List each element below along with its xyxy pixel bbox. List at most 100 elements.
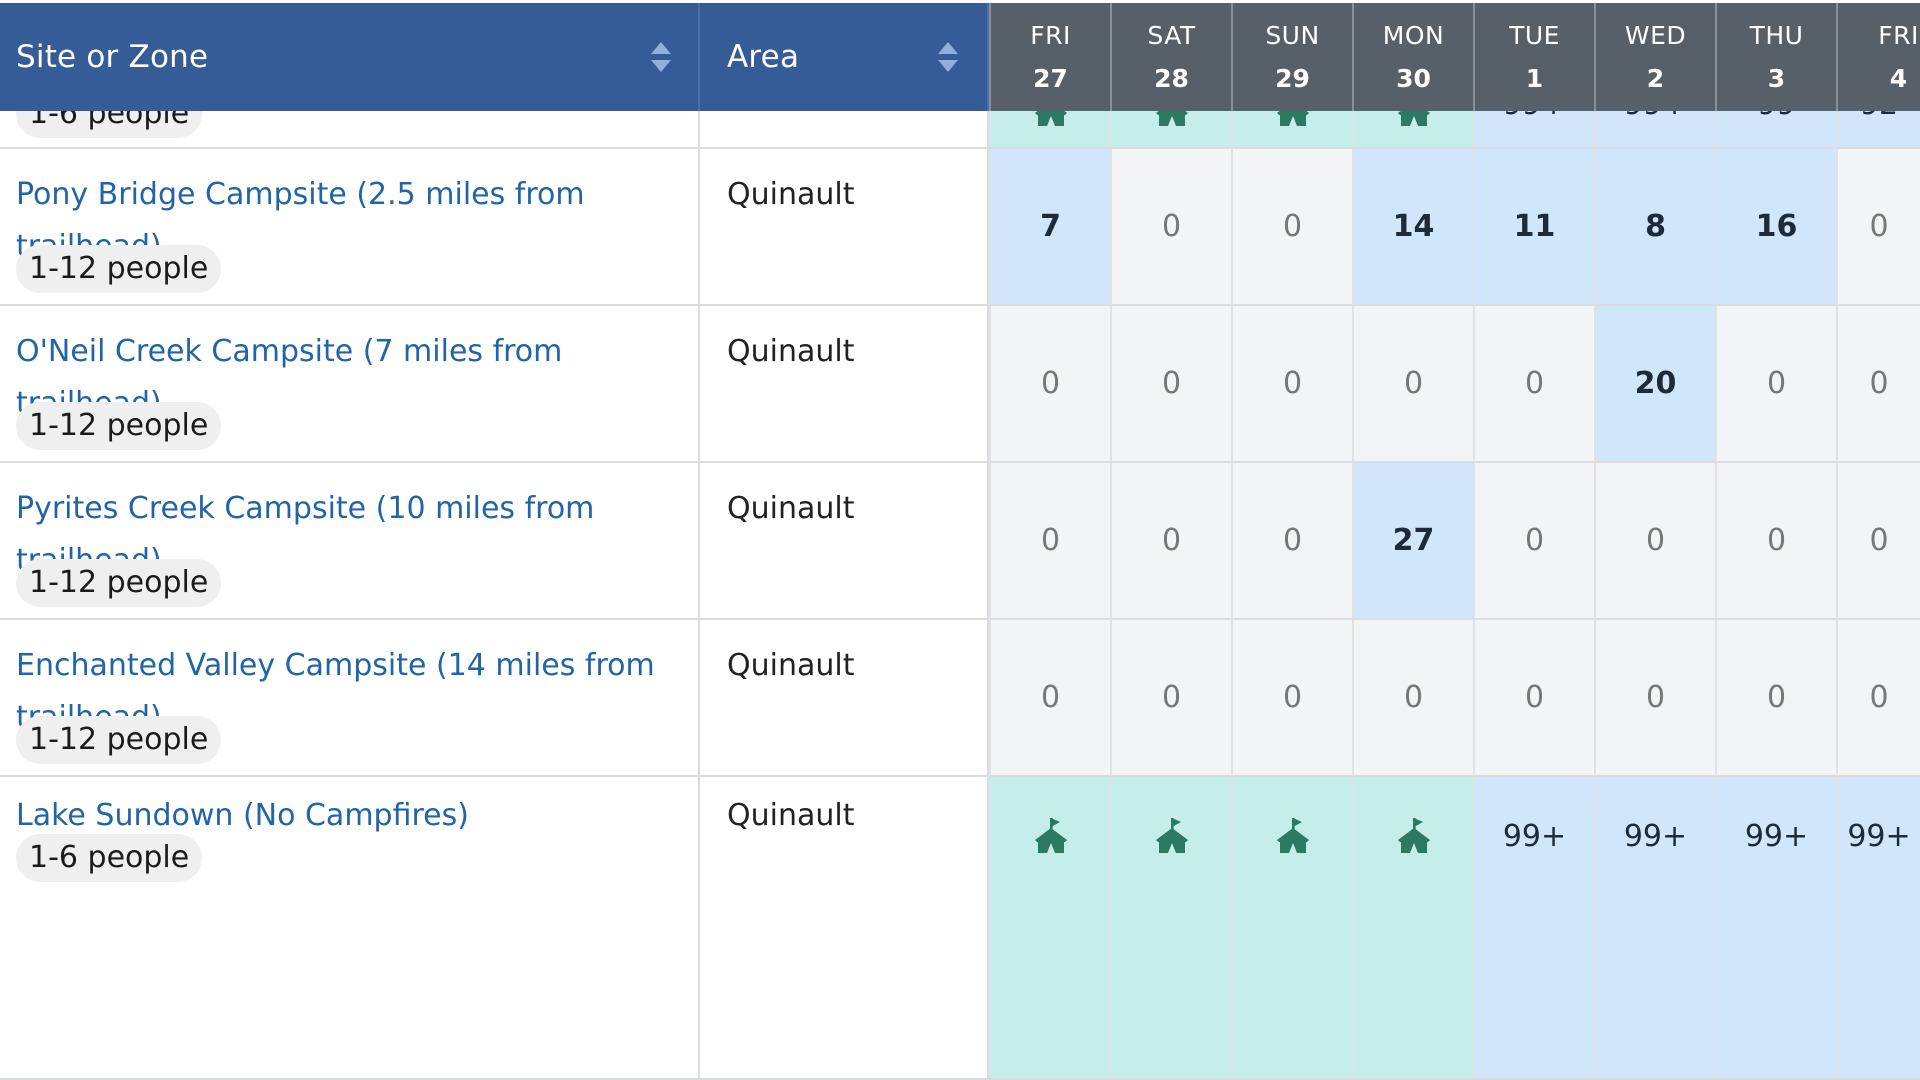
availability-cell[interactable]: 0 [989,463,1110,618]
walk-up-cell[interactable] [1352,777,1473,1078]
availability-count: 99 [1757,111,1795,122]
area-label: Quinault [727,334,855,369]
walk-up-cell[interactable] [1231,111,1352,147]
availability-count: 0 [1645,680,1666,715]
availability-count: 99+ [1623,819,1688,854]
availability-count: 27 [1392,523,1435,558]
tent-icon [1396,111,1432,135]
sort-icon[interactable] [937,40,959,74]
day-date: 3 [1767,64,1786,93]
walk-up-cell[interactable] [989,777,1110,1078]
walk-up-cell[interactable] [1110,777,1231,1078]
availability-count: 0 [1282,209,1303,244]
availability-count: 0 [1282,523,1303,558]
availability-count: 0 [1403,680,1424,715]
table-row: 1-6 people 99+ 99+ 99 92 [0,111,1920,149]
availability-cell[interactable]: 0 [1231,463,1352,618]
availability-count: 92 [1838,111,1920,122]
availability-cell[interactable]: 92 [1836,111,1920,147]
availability-count: 99+ [1847,819,1911,854]
people-badge: 1-12 people [16,402,222,450]
sort-icon[interactable] [650,40,672,74]
availability-count: 14 [1392,209,1435,244]
availability-cell[interactable]: 0 [1715,306,1836,461]
availability-cell[interactable]: 0 [1594,463,1715,618]
walk-up-cell[interactable] [1110,111,1231,147]
availability-count: 0 [1524,680,1545,715]
walk-up-cell[interactable] [1231,777,1352,1078]
availability-cell[interactable]: 0 [989,306,1110,461]
availability-count: 0 [1869,523,1889,558]
availability-count: 99+ [1502,819,1567,854]
availability-cell[interactable]: 0 [1594,620,1715,775]
availability-cell[interactable]: 99+ [1473,777,1594,1078]
site-cell: Pyrites Creek Campsite (10 miles from tr… [0,463,700,618]
availability-cell[interactable]: 0 [1352,306,1473,461]
day-header: FRI 27 [989,3,1110,111]
availability-cell[interactable]: 0 [989,620,1110,775]
availability-count: 20 [1634,366,1677,401]
site-link[interactable]: Lake Sundown (No Campfires) [16,798,469,833]
tent-icon [1275,816,1311,862]
availability-cell[interactable]: 27 [1352,463,1473,618]
availability-count: 0 [1869,366,1889,401]
availability-cell[interactable]: 99+ [1594,777,1715,1078]
availability-cell[interactable]: 0 [1836,463,1920,618]
table-row: O'Neil Creek Campsite (7 miles from trai… [0,306,1920,463]
availability-cell[interactable]: 99 [1715,111,1836,147]
availability-count: 99+ [1503,111,1566,122]
availability-cell[interactable]: 99+ [1715,777,1836,1078]
site-cell: Lake Sundown (No Campfires) 1-6 people [0,777,700,1078]
site-header-label: Site or Zone [16,39,209,75]
column-header-site[interactable]: Site or Zone [0,3,700,111]
availability-cell[interactable]: 99+ [1473,111,1594,147]
availability-cell[interactable]: 0 [1110,149,1231,304]
day-date: 2 [1646,64,1665,93]
availability-count: 0 [1040,523,1061,558]
availability-cell[interactable]: 0 [1110,306,1231,461]
site-cell: Enchanted Valley Campsite (14 miles from… [0,620,700,775]
availability-cell[interactable]: 0 [1836,306,1920,461]
availability-cell[interactable]: 0 [1231,306,1352,461]
tent-icon [1154,111,1190,135]
availability-cell[interactable]: 0 [1231,149,1352,304]
availability-cell[interactable]: 0 [1110,620,1231,775]
availability-count: 0 [1645,523,1666,558]
availability-cell[interactable]: 0 [1836,149,1920,304]
column-header-area[interactable]: Area [700,3,989,111]
availability-cell[interactable]: 99+ [1594,111,1715,147]
availability-cell[interactable]: 0 [1473,620,1594,775]
day-header: WED 2 [1594,3,1715,111]
day-name: SAT [1147,21,1196,50]
availability-cell[interactable]: 20 [1594,306,1715,461]
availability-cell[interactable]: 0 [1352,620,1473,775]
availability-cell[interactable]: 0 [1473,306,1594,461]
walk-up-cell[interactable] [989,111,1110,147]
availability-count: 0 [1161,523,1182,558]
area-cell: Quinault [700,620,989,775]
availability-count: 0 [1282,680,1303,715]
tent-icon [1154,816,1190,862]
availability-cell[interactable]: 0 [1110,463,1231,618]
availability-cell[interactable]: 11 [1473,149,1594,304]
availability-cell[interactable]: 16 [1715,149,1836,304]
availability-count: 16 [1755,209,1798,244]
availability-cell[interactable]: 8 [1594,149,1715,304]
day-name: MON [1382,21,1445,50]
availability-cell[interactable]: 7 [989,149,1110,304]
availability-cell[interactable]: 0 [1473,463,1594,618]
availability-cell[interactable]: 0 [1836,620,1920,775]
availability-cell[interactable]: 0 [1715,463,1836,618]
people-badge: 1-6 people [16,834,203,882]
walk-up-cell[interactable] [1352,111,1473,147]
tent-icon [1033,111,1069,135]
availability-cell[interactable]: 14 [1352,149,1473,304]
availability-cell[interactable]: 0 [1231,620,1352,775]
day-date: 4 [1889,64,1908,93]
area-label: Quinault [727,491,855,526]
day-date: 29 [1275,64,1310,93]
day-header: FRI 4 [1836,3,1920,111]
availability-count: 0 [1524,523,1545,558]
availability-cell[interactable]: 0 [1715,620,1836,775]
availability-cell[interactable]: 99+ [1836,777,1920,1078]
